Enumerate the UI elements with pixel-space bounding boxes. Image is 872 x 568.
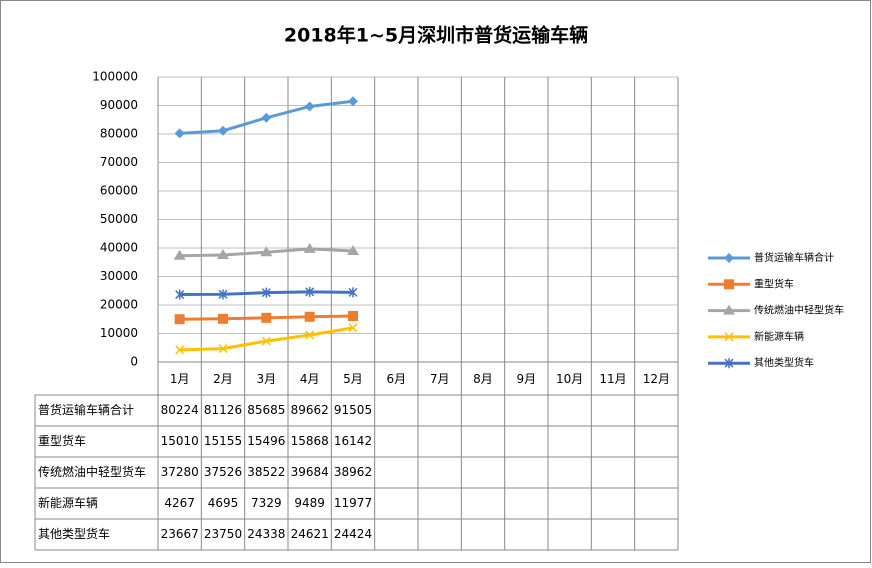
table-row-label: 新能源车辆 [38, 495, 98, 510]
data-point [261, 287, 271, 298]
table-cell: 80224 [161, 403, 199, 417]
table-row-label: 重型货车 [38, 433, 86, 448]
data-point [304, 311, 315, 322]
y-tick-label: 10000 [100, 326, 138, 340]
table-cell: 24338 [247, 527, 285, 541]
y-tick-label: 100000 [92, 70, 138, 84]
data-point [218, 125, 228, 136]
data-point [218, 344, 228, 354]
legend-label: 其他类型货车 [754, 356, 814, 369]
y-tick-label: 70000 [100, 155, 138, 169]
table-cell: 37526 [204, 465, 242, 479]
data-point [305, 286, 315, 297]
table-cell: 23667 [161, 527, 199, 541]
legend-label: 新能源车辆 [754, 330, 804, 343]
table-cell: 15496 [247, 434, 285, 448]
y-tick-label: 20000 [100, 298, 138, 312]
data-point [173, 249, 186, 260]
y-tick-label: 0 [130, 355, 138, 369]
table-cell: 89662 [291, 403, 329, 417]
y-tick-label: 60000 [100, 184, 138, 198]
table-cell: 4695 [208, 496, 239, 510]
x-tick-label: 3月 [257, 372, 277, 386]
table-row-label: 普货运输车辆合计 [38, 402, 134, 417]
data-point [305, 330, 315, 340]
data-point [217, 249, 229, 260]
data-point [175, 289, 185, 300]
data-point [348, 287, 358, 298]
x-tick-label: 5月 [343, 372, 363, 386]
table-cell: 24621 [291, 527, 329, 541]
table-cell: 23750 [204, 527, 242, 541]
data-point [348, 323, 358, 333]
table-cell: 38522 [247, 465, 285, 479]
table-cell: 37280 [161, 465, 199, 479]
x-tick-label: 11月 [599, 372, 626, 386]
legend-label: 重型货车 [754, 277, 794, 290]
table-cell: 9489 [294, 496, 325, 510]
legend-marker [723, 304, 735, 315]
x-tick-label: 9月 [517, 372, 537, 386]
legend-label: 普货运输车辆合计 [754, 251, 834, 264]
legend-marker [724, 332, 734, 342]
chart-title: 2018年1~5月深圳市普货运输车辆 [284, 24, 588, 47]
y-tick-label: 50000 [100, 212, 138, 226]
data-point [174, 314, 185, 325]
x-tick-label: 7月 [430, 372, 450, 386]
data-point [304, 101, 315, 112]
table-cell: 7329 [251, 496, 282, 510]
data-point [218, 313, 228, 324]
data-point [261, 336, 271, 346]
data-point [175, 345, 185, 355]
table-cell: 91505 [334, 403, 372, 417]
x-tick-label: 6月 [387, 372, 407, 386]
data-point [261, 312, 272, 323]
table-cell: 15010 [161, 434, 199, 448]
x-tick-label: 4月 [300, 372, 320, 386]
data-point [348, 310, 358, 321]
table-cell: 16142 [334, 434, 372, 448]
table-cell: 24424 [334, 527, 372, 541]
x-tick-label: 2月 [213, 372, 233, 386]
table-cell: 15155 [204, 434, 242, 448]
table-row-label: 其他类型货车 [38, 526, 110, 541]
y-tick-label: 40000 [100, 241, 138, 255]
x-tick-label: 10月 [556, 372, 583, 386]
x-tick-label: 12月 [643, 372, 670, 386]
table-cell: 4267 [164, 496, 195, 510]
table-cell: 38962 [334, 465, 372, 479]
y-tick-label: 90000 [100, 98, 138, 112]
data-point [218, 289, 228, 300]
data-point [260, 246, 273, 257]
legend-label: 传统燃油中轻型货车 [754, 304, 844, 317]
legend-marker [724, 358, 734, 369]
x-tick-label: 8月 [473, 372, 493, 386]
table-row-label: 传统燃油中轻型货车 [38, 464, 146, 479]
y-tick-label: 80000 [100, 127, 138, 141]
table-cell: 15868 [291, 434, 329, 448]
data-point [303, 242, 316, 253]
y-tick-label: 30000 [100, 269, 138, 283]
table-cell: 85685 [247, 403, 285, 417]
legend-marker [724, 279, 734, 290]
data-point [347, 244, 359, 255]
legend-marker [724, 253, 734, 263]
table-cell: 81126 [204, 403, 242, 417]
table-cell: 11977 [334, 496, 372, 510]
data-point [348, 96, 358, 107]
table-cell: 39684 [291, 465, 329, 479]
x-tick-label: 1月 [170, 372, 190, 386]
data-point [174, 128, 185, 139]
data-point [261, 112, 272, 123]
